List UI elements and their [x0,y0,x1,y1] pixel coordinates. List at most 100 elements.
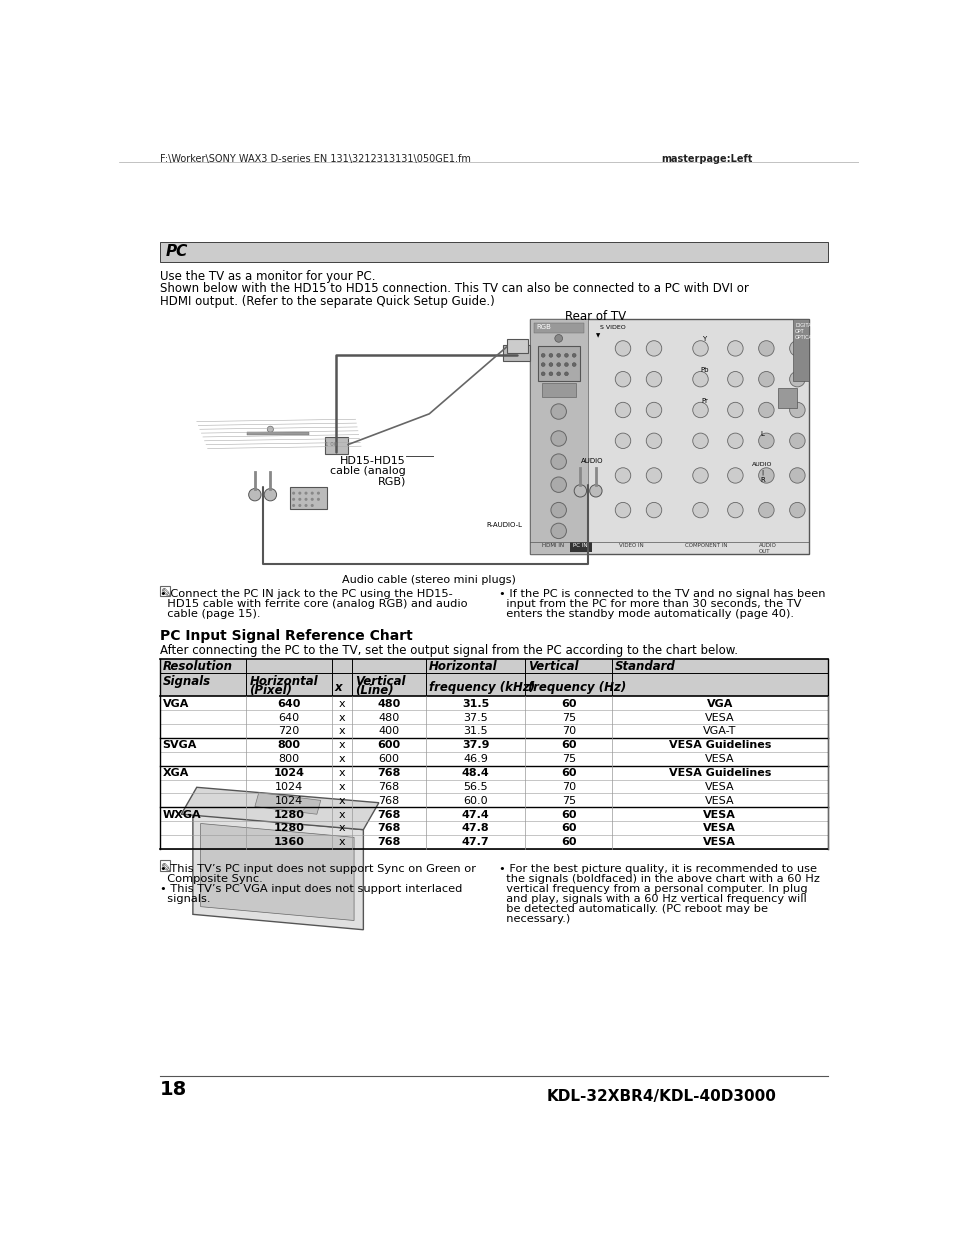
Circle shape [564,353,568,357]
Circle shape [548,372,553,375]
Circle shape [789,372,804,387]
Circle shape [789,341,804,356]
Circle shape [572,363,576,367]
Text: 768: 768 [378,795,399,805]
Text: Horizontal: Horizontal [249,674,317,688]
Circle shape [645,341,661,356]
Text: ✎: ✎ [161,587,172,599]
Circle shape [645,372,661,387]
Text: 768: 768 [376,837,400,847]
Text: Vertical: Vertical [355,674,405,688]
Text: input from the PC for more than 30 seconds, the TV: input from the PC for more than 30 secon… [498,599,801,609]
Circle shape [645,503,661,517]
Circle shape [311,498,314,501]
Bar [159,585,171,597]
Circle shape [758,433,773,448]
Text: HD15 cable with ferrite core (analog RGB) and audio: HD15 cable with ferrite core (analog RGB… [159,599,467,609]
Text: Resolution: Resolution [162,661,233,673]
Text: 640: 640 [277,699,300,709]
Text: x: x [338,699,345,709]
Text: VESA Guidelines: VESA Guidelines [668,768,770,778]
Bar [159,673,827,697]
Circle shape [304,498,307,501]
Circle shape [557,353,560,357]
Text: Signals: Signals [162,674,211,688]
Circle shape [727,468,742,483]
Circle shape [540,372,544,375]
Bar [159,242,827,262]
Text: 720: 720 [278,726,299,736]
Text: 37.5: 37.5 [463,713,488,722]
Text: • Connect the PC IN jack to the PC using the HD15-: • Connect the PC IN jack to the PC using… [159,589,452,599]
Text: 31.5: 31.5 [463,726,488,736]
Circle shape [692,341,707,356]
Text: 60: 60 [560,824,576,834]
Polygon shape [181,787,378,830]
Text: 768: 768 [376,810,400,820]
Text: 800: 800 [277,740,300,751]
Circle shape [264,489,276,501]
Text: RGB): RGB) [377,477,406,487]
Circle shape [692,433,707,448]
Text: Shown below with the HD15 to HD15 connection. This TV can also be connected to a: Shown below with the HD15 to HD15 connec… [159,282,748,295]
Text: 60: 60 [560,699,576,709]
Text: AUDIO
OUT: AUDIO OUT [758,543,776,555]
Text: COMPONENT IN: COMPONENT IN [684,543,727,548]
Bar [530,319,587,555]
Bar [534,324,583,333]
Circle shape [316,492,319,495]
Circle shape [789,403,804,417]
Text: DIGITAL
OPT
OPTICAL: DIGITAL OPT OPTICAL [794,324,815,340]
Circle shape [645,468,661,483]
Text: 600: 600 [377,740,400,751]
Text: 75: 75 [561,795,576,805]
Circle shape [615,403,630,417]
Text: XGA: XGA [162,768,189,778]
Text: 18: 18 [159,1079,187,1099]
Text: 600: 600 [378,755,399,764]
Text: • This TV’s PC VGA input does not support interlaced: • This TV’s PC VGA input does not suppor… [159,884,461,894]
Text: R-AUDIO-L: R-AUDIO-L [486,521,521,527]
Circle shape [304,504,307,508]
Text: x: x [338,810,345,820]
Text: x: x [338,768,345,778]
Text: |: | [760,469,762,474]
Text: x: x [338,740,345,751]
Text: 1024: 1024 [274,782,303,792]
Text: Rear of TV: Rear of TV [564,310,625,322]
Text: (Line): (Line) [355,684,393,697]
Text: ✎: ✎ [161,861,172,874]
Bar [530,319,808,555]
Circle shape [692,403,707,417]
Text: x: x [338,782,345,792]
Text: 70: 70 [561,782,576,792]
Text: and play, signals with a 60 Hz vertical frequency will: and play, signals with a 60 Hz vertical … [498,894,806,904]
Text: VESA: VESA [704,782,734,792]
Text: 31.5: 31.5 [461,699,489,709]
Text: 60: 60 [560,768,576,778]
Text: 47.8: 47.8 [461,824,489,834]
Text: Vertical: Vertical [528,661,578,673]
Text: 56.5: 56.5 [463,782,488,792]
Polygon shape [193,814,363,930]
Text: 800: 800 [278,755,299,764]
Text: masterpage:Left: masterpage:Left [661,154,752,164]
Circle shape [548,363,553,367]
Text: R: R [760,477,764,483]
Text: Standard: Standard [615,661,676,673]
Circle shape [267,426,274,432]
Text: WXGA: WXGA [162,810,201,820]
Text: PC: PC [166,243,188,258]
Text: frequency (Hz): frequency (Hz) [528,680,626,694]
Text: 768: 768 [376,824,400,834]
Circle shape [692,503,707,517]
Text: • This TV’s PC input does not support Sync on Green or: • This TV’s PC input does not support Sy… [159,864,475,874]
Text: HD15-HD15: HD15-HD15 [340,456,406,466]
Circle shape [564,372,568,375]
Circle shape [550,477,566,493]
Circle shape [316,498,319,501]
Text: RGB: RGB [536,324,551,330]
Bar [159,861,171,871]
Circle shape [304,492,307,495]
Text: Pr: Pr [700,398,707,404]
